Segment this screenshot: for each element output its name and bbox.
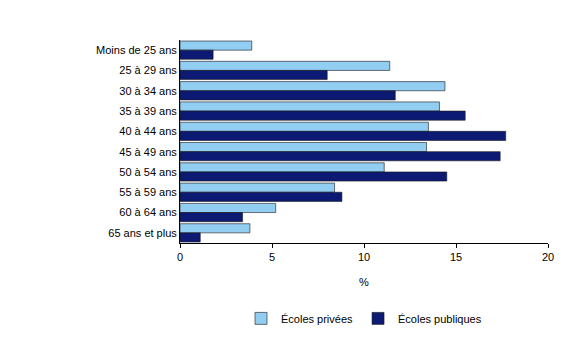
svg-text:%: % bbox=[359, 276, 369, 288]
svg-text:Écoles publiques: Écoles publiques bbox=[398, 313, 482, 325]
svg-text:40 à 44 ans: 40 à 44 ans bbox=[119, 125, 177, 137]
svg-text:0: 0 bbox=[177, 251, 183, 263]
svg-text:55 à 59 ans: 55 à 59 ans bbox=[119, 186, 177, 198]
svg-text:25 à 29 ans: 25 à 29 ans bbox=[119, 64, 177, 76]
svg-text:15: 15 bbox=[450, 251, 462, 263]
svg-text:Écoles privées: Écoles privées bbox=[281, 313, 353, 325]
svg-text:30 à 34 ans: 30 à 34 ans bbox=[119, 85, 177, 97]
svg-text:65 ans et plus: 65 ans et plus bbox=[108, 227, 177, 239]
svg-text:50 à 54 ans: 50 à 54 ans bbox=[119, 166, 177, 178]
svg-text:45 à 49 ans: 45 à 49 ans bbox=[119, 146, 177, 158]
svg-text:Moins de 25 ans: Moins de 25 ans bbox=[96, 44, 177, 56]
svg-text:10: 10 bbox=[358, 251, 370, 263]
svg-text:60 à 64 ans: 60 à 64 ans bbox=[119, 206, 177, 218]
svg-text:5: 5 bbox=[269, 251, 275, 263]
svg-text:20: 20 bbox=[542, 251, 554, 263]
svg-text:35 à 39 ans: 35 à 39 ans bbox=[119, 105, 177, 117]
